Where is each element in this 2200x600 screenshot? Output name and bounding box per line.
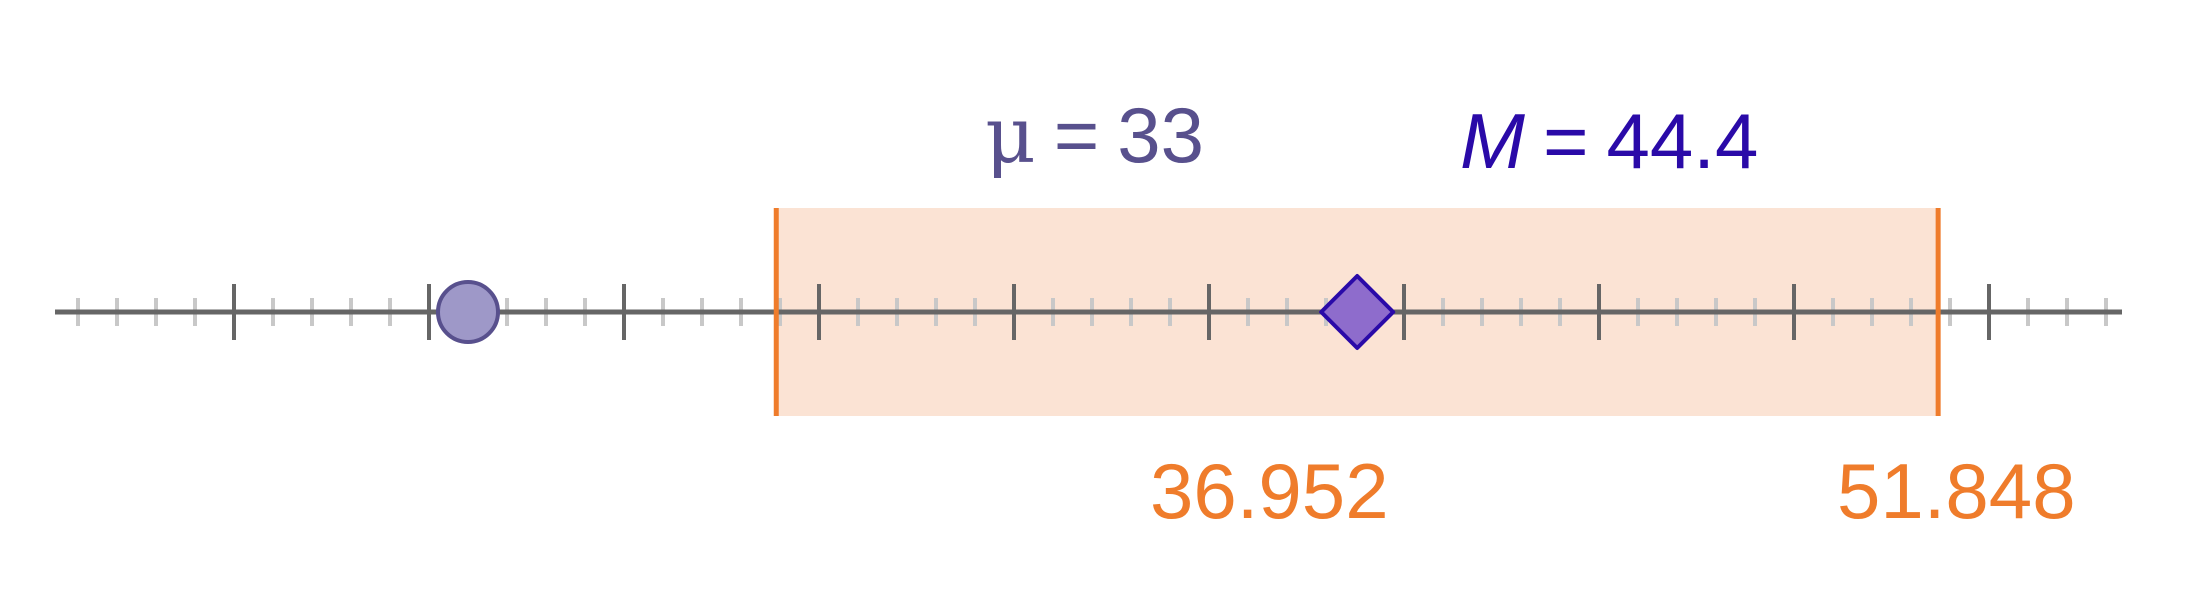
mu-equals: =	[1053, 91, 1100, 179]
sample-mean-marker	[1319, 274, 1396, 350]
m-equals: =	[1542, 97, 1589, 185]
mu-value: 33	[1117, 91, 1205, 179]
major-ticks	[232, 284, 1991, 340]
population-mean-marker	[436, 280, 500, 344]
sample-mean-label: M = 44.4	[1460, 102, 1758, 180]
population-mean-label: μ = 33	[985, 96, 1204, 175]
interval-upper-label: 51.848	[1837, 447, 2076, 535]
interval-lower-label: 36.952	[1150, 447, 1389, 535]
mu-symbol: μ	[985, 91, 1036, 181]
m-symbol: M	[1460, 97, 1525, 185]
m-value: 44.4	[1606, 97, 1759, 185]
